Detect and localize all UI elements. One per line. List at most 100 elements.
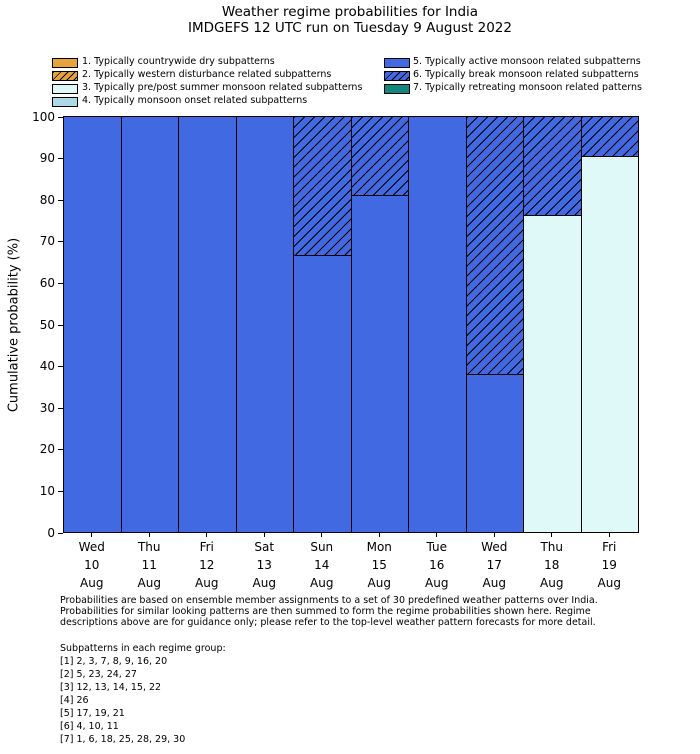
bar-6-segment-series1 <box>408 116 467 533</box>
legend-label-3: 3. Typically pre/post summer monsoon rel… <box>82 82 363 93</box>
x-tick-mark-1 <box>148 533 150 537</box>
y-tick-label-10: 10 <box>39 483 55 498</box>
x-tick-label-4-month: Aug <box>310 576 334 590</box>
x-tick-label-1-month: Aug <box>137 576 161 590</box>
y-tick-mark-20 <box>58 449 63 451</box>
x-tick-label-1-day: Thu <box>137 540 161 554</box>
bar-9-segment-series0 <box>580 155 639 533</box>
legend-swatch-4 <box>52 97 78 107</box>
x-tick-mark-2 <box>206 533 208 537</box>
x-tick-mark-8 <box>551 533 553 537</box>
x-tick-label-6: Tue 16 Aug <box>408 538 466 592</box>
y-tick-mark-50 <box>58 324 63 326</box>
y-tick-mark-70 <box>58 241 63 243</box>
bar-1-segment-series1 <box>120 116 179 533</box>
x-tick-label-7: Wed 17 Aug <box>466 538 524 592</box>
x-tick-label-0-date: 10 <box>84 558 100 572</box>
legend-swatch-3 <box>52 84 78 94</box>
chart-subtitle: IMDGEFS 12 UTC run on Tuesday 9 August 2… <box>188 20 512 36</box>
x-tick-label-3: Sat 13 Aug <box>236 538 294 592</box>
x-tick-label-8-month: Aug <box>540 576 564 590</box>
x-tick-label-2-date: 12 <box>199 558 215 572</box>
subpattern-group-2: [2] 5, 23, 24, 27 <box>60 669 137 680</box>
x-tick-label-2: Fri 12 Aug <box>178 538 236 592</box>
legend-label-7: 7. Typically retreating monsoon related … <box>413 82 642 93</box>
bar-4-segment-series1 <box>293 254 352 533</box>
y-tick-label-80: 80 <box>39 192 55 207</box>
y-tick-mark-80 <box>58 199 63 201</box>
x-tick-mark-9 <box>608 533 610 537</box>
x-tick-label-9-month: Aug <box>597 576 621 590</box>
y-tick-label-20: 20 <box>39 442 55 457</box>
bar-4-segment-series2 <box>293 116 352 256</box>
x-tick-label-0: Wed 10 Aug <box>63 538 121 592</box>
bar-7-segment-series1 <box>465 373 524 533</box>
legend-label-4: 4. Typically monsoon onset related subpa… <box>82 95 308 106</box>
subpattern-group-1: [1] 2, 3, 7, 8, 9, 16, 20 <box>60 656 168 667</box>
y-tick-mark-30 <box>58 407 63 409</box>
x-tick-label-5-day: Mon <box>366 540 392 554</box>
bar-2-segment-series1 <box>178 116 237 533</box>
x-tick-label-9: Fri 19 Aug <box>581 538 639 592</box>
x-tick-label-3-date: 13 <box>256 558 272 572</box>
y-tick-label-0: 0 <box>47 525 55 540</box>
x-tick-label-9-date: 19 <box>601 558 617 572</box>
y-tick-label-90: 90 <box>39 151 55 166</box>
x-tick-label-6-day: Tue <box>426 540 448 554</box>
legend-label-5: 5. Typically active monsoon related subp… <box>413 56 641 67</box>
subpattern-group-7: [7] 1, 6, 18, 25, 28, 29, 30 <box>60 734 186 745</box>
y-tick-mark-10 <box>58 490 63 492</box>
x-tick-label-1-date: 11 <box>141 558 157 572</box>
x-tick-mark-7 <box>493 533 495 537</box>
subpattern-group-3: [3] 12, 13, 14, 15, 22 <box>60 682 162 693</box>
bar-9-segment-series2 <box>580 116 639 157</box>
y-tick-mark-0 <box>58 532 63 534</box>
y-tick-label-100: 100 <box>32 109 55 124</box>
y-tick-label-30: 30 <box>39 400 55 415</box>
legend-label-6: 6. Typically break monsoon related subpa… <box>413 69 639 80</box>
legend-swatch-5 <box>384 58 410 68</box>
x-tick-label-0-month: Aug <box>80 576 104 590</box>
x-tick-mark-0 <box>91 533 93 537</box>
y-tick-label-60: 60 <box>39 275 55 290</box>
bar-3-segment-series1 <box>235 116 294 533</box>
x-tick-label-5: Mon 15 Aug <box>351 538 409 592</box>
x-tick-label-3-day: Sat <box>254 540 275 554</box>
x-tick-mark-5 <box>378 533 380 537</box>
x-tick-label-4-date: 14 <box>314 558 330 572</box>
plot-area <box>63 116 639 533</box>
legend-swatch-2 <box>52 71 78 81</box>
x-tick-mark-3 <box>263 533 265 537</box>
subpattern-group-5: [5] 17, 19, 21 <box>60 708 125 719</box>
legend-label-1: 1. Typically countrywide dry subpatterns <box>82 56 275 67</box>
x-tick-label-9-day: Fri <box>602 540 617 554</box>
subpattern-group-4: [4] 26 <box>60 695 89 706</box>
x-tick-label-7-date: 17 <box>486 558 502 572</box>
y-tick-mark-90 <box>58 158 63 160</box>
footer-line-2: Probabilities for similar looking patter… <box>60 606 591 617</box>
x-tick-label-8-date: 18 <box>544 558 560 572</box>
y-tick-mark-60 <box>58 282 63 284</box>
x-tick-label-5-month: Aug <box>367 576 391 590</box>
x-tick-label-4-day: Sun <box>310 540 334 554</box>
y-tick-mark-40 <box>58 366 63 368</box>
legend-swatch-6 <box>384 71 410 81</box>
x-tick-label-6-date: 16 <box>429 558 445 572</box>
y-tick-label-50: 50 <box>39 317 55 332</box>
legend-label-2: 2. Typically western disturbance related… <box>82 69 332 80</box>
bar-5-segment-series2 <box>350 116 409 197</box>
legend-swatch-7 <box>384 84 410 94</box>
y-tick-mark-100 <box>58 116 63 118</box>
subpattern-group-6: [6] 4, 10, 11 <box>60 721 119 732</box>
x-tick-label-0-day: Wed <box>78 540 105 554</box>
bar-5-segment-series1 <box>350 195 409 533</box>
y-tick-label-70: 70 <box>39 234 55 249</box>
bar-7-segment-series2 <box>465 116 524 375</box>
x-tick-label-2-month: Aug <box>195 576 219 590</box>
x-tick-label-4: Sun 14 Aug <box>293 538 351 592</box>
bar-8-segment-series2 <box>523 116 582 217</box>
bar-0-segment-series1 <box>63 116 122 533</box>
x-tick-label-8: Thu 18 Aug <box>523 538 581 592</box>
x-tick-label-7-day: Wed <box>481 540 508 554</box>
